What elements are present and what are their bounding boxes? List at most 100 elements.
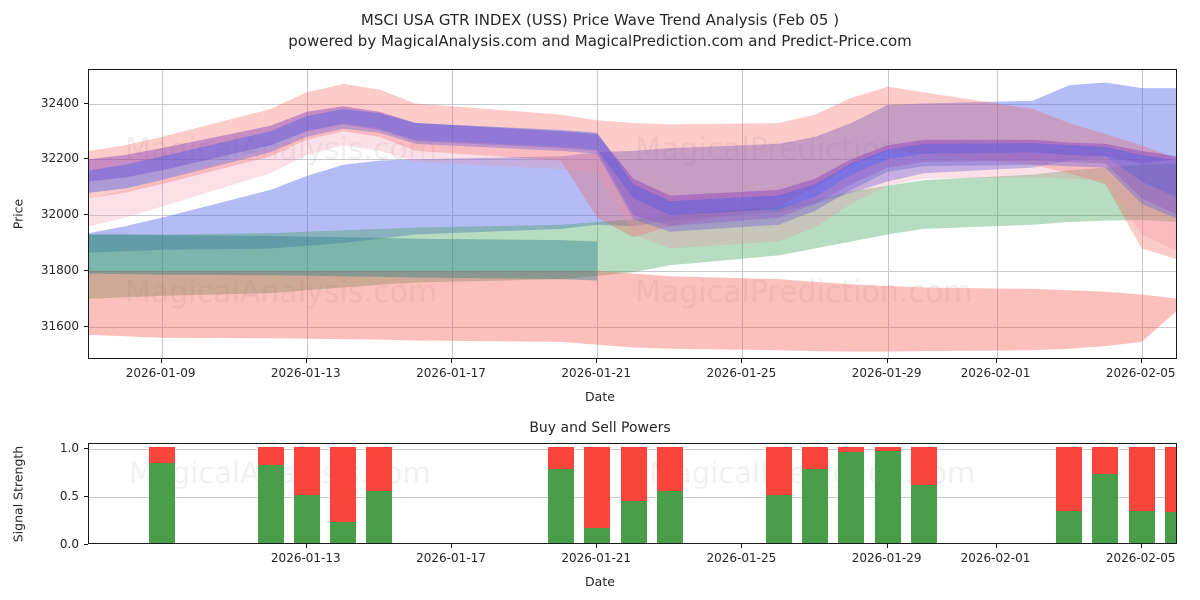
x-tick-label: 2026-01-09 xyxy=(125,366,196,380)
gridline-horizontal xyxy=(89,159,1176,161)
signal-bar xyxy=(293,444,320,543)
sell-power-segment xyxy=(1092,446,1119,474)
y-tick-mark xyxy=(84,544,88,545)
signal-bar xyxy=(547,444,574,543)
buy-power-segment xyxy=(148,463,175,543)
sell-power-segment xyxy=(802,446,828,469)
buy-power-segment xyxy=(293,494,320,543)
y-tick-label: 1.0 xyxy=(59,440,79,455)
wave-band xyxy=(89,123,1176,251)
x-tick-mark xyxy=(741,544,743,548)
gridline-horizontal xyxy=(89,215,1176,216)
sell-power-segment xyxy=(656,446,683,492)
y-tick-label: 0.0 xyxy=(59,537,79,551)
buy-power-segment xyxy=(910,485,937,543)
y-tick-label: 31600 xyxy=(40,318,79,333)
x-tick-mark xyxy=(995,359,997,363)
buy-power-segment xyxy=(1128,511,1155,543)
sell-power-segment xyxy=(910,446,937,486)
signal-bar xyxy=(1056,444,1083,543)
signal-bar xyxy=(148,444,175,543)
gridline-vertical xyxy=(597,70,599,358)
x-tick-mark xyxy=(741,359,743,363)
y-tick-mark xyxy=(84,214,88,215)
buy-power-segment xyxy=(366,491,393,543)
wave-band xyxy=(89,109,1176,232)
y-tick-mark xyxy=(84,269,88,271)
x-tick-mark xyxy=(1140,544,1142,548)
x-tick-label: 2026-02-05 xyxy=(1105,366,1176,380)
gridline-vertical xyxy=(742,70,744,358)
x-tick-label: 2026-01-25 xyxy=(706,551,777,565)
y-tick-label: 31800 xyxy=(40,262,79,277)
buy-power-segment xyxy=(1165,512,1176,543)
y-tick-label: 32000 xyxy=(40,207,79,221)
buy-power-segment xyxy=(257,465,284,543)
buy-power-segment xyxy=(1092,473,1119,543)
signal-bar xyxy=(910,444,937,543)
x-tick-mark xyxy=(596,544,598,548)
x-tick-label: 2026-02-05 xyxy=(1105,551,1176,565)
x-tick-label: 2026-02-01 xyxy=(960,366,1031,380)
gridline-vertical xyxy=(452,70,453,358)
buy-power-segment xyxy=(656,491,683,543)
sell-power-segment xyxy=(1128,446,1155,512)
sell-power-segment xyxy=(257,446,284,466)
x-tick-label: 2026-02-01 xyxy=(960,551,1031,565)
signal-bar xyxy=(366,444,393,543)
wave-band xyxy=(89,82,1176,253)
gridline-horizontal xyxy=(89,326,1176,328)
signal-chart-title: Buy and Sell Powers xyxy=(529,420,671,436)
gridline-vertical xyxy=(1141,70,1143,358)
y-tick-mark xyxy=(84,447,88,449)
sell-power-segment xyxy=(547,446,574,469)
x-tick-label: 2026-01-21 xyxy=(561,366,632,380)
price-wave-plot: MagicalAnalysis.com MagicalPrediction.co… xyxy=(88,69,1177,359)
signal-bar xyxy=(620,444,647,543)
wave-band xyxy=(89,83,1176,259)
signal-bar xyxy=(1092,444,1119,543)
y-tick-mark xyxy=(84,495,88,497)
x-tick-mark xyxy=(596,359,598,363)
x-tick-label: 2026-01-21 xyxy=(561,551,632,565)
buy-power-segment xyxy=(1056,511,1083,543)
x-tick-mark xyxy=(886,359,888,363)
signal-bar xyxy=(584,444,611,543)
wave-band xyxy=(89,270,1176,352)
x-tick-mark xyxy=(305,544,307,548)
signal-bar xyxy=(1165,444,1176,543)
sell-power-segment xyxy=(620,446,647,501)
gridline-horizontal xyxy=(89,103,1176,105)
sell-power-segment xyxy=(765,446,792,495)
sell-power-segment xyxy=(838,446,865,452)
title-block: MSCI USA GTR INDEX (USS) Price Wave Tren… xyxy=(0,10,1200,52)
buy-power-segment xyxy=(330,521,357,543)
buy-power-segment xyxy=(765,494,792,543)
gridline-vertical xyxy=(306,70,308,358)
wave-band xyxy=(89,234,598,281)
y-tick-mark xyxy=(84,158,88,160)
wave-band xyxy=(89,163,1176,299)
y-tick-label: 32200 xyxy=(40,151,79,166)
main-x-axis-label: Date xyxy=(585,389,615,404)
x-tick-label: 2026-01-29 xyxy=(851,551,922,565)
signal-bar xyxy=(1128,444,1155,543)
x-tick-mark xyxy=(160,359,162,363)
signal-bar xyxy=(874,444,901,543)
gridline-vertical xyxy=(887,70,889,358)
buy-power-segment xyxy=(584,527,611,543)
x-tick-mark xyxy=(305,359,307,363)
sell-power-segment xyxy=(293,446,320,495)
sell-power-segment xyxy=(584,446,611,528)
signal-bar xyxy=(330,444,357,543)
buy-sell-powers-plot: MagicalAnalysis.com MagicalPrediction.co… xyxy=(88,443,1177,544)
wave-band xyxy=(89,106,1176,227)
x-tick-label: 2026-01-13 xyxy=(270,366,341,380)
signal-bar xyxy=(765,444,792,543)
sell-power-segment xyxy=(330,446,357,522)
x-tick-mark xyxy=(886,544,888,548)
wave-bands xyxy=(89,82,1176,352)
y-tick-label: 32400 xyxy=(40,95,79,110)
sell-power-segment xyxy=(1056,446,1083,512)
